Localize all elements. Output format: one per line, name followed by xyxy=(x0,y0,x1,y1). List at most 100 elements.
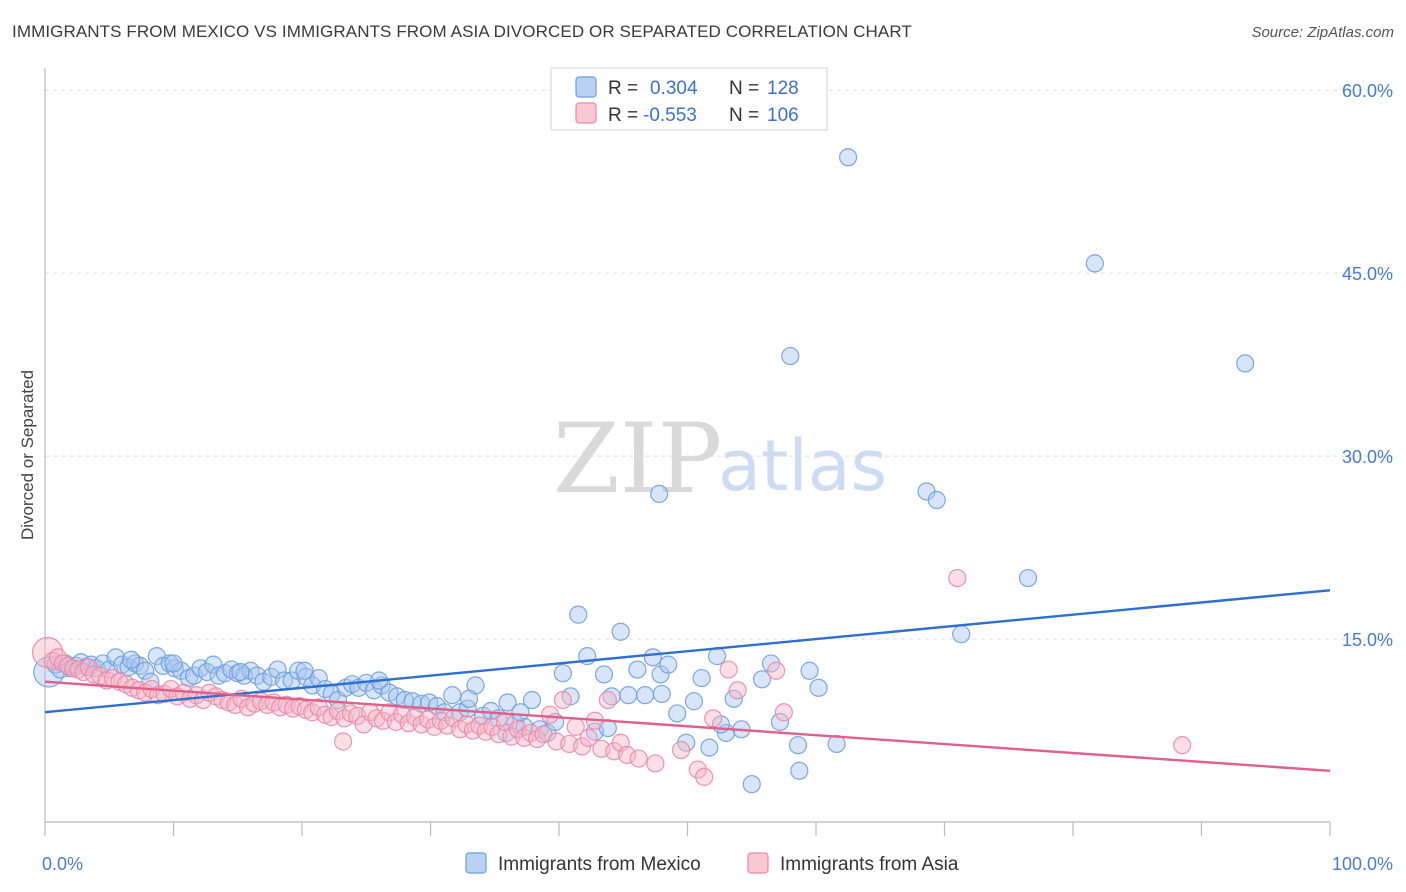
mexico-point-69 xyxy=(498,693,517,712)
asia-point-94 xyxy=(646,754,665,773)
mexico-point-89 xyxy=(659,655,678,674)
axes xyxy=(44,68,1331,836)
mexico-point-108 xyxy=(839,148,858,167)
asia-point-56 xyxy=(386,712,405,732)
legend-swatch-asia xyxy=(575,102,597,124)
mexico-point-27 xyxy=(197,662,217,682)
mexico-point-72 xyxy=(522,690,542,710)
mexico-point-12 xyxy=(106,648,125,667)
asia-point-97 xyxy=(695,767,714,786)
source-credit: Source: ZipAtlas.com xyxy=(1251,24,1394,41)
mexico-point-83 xyxy=(611,622,630,641)
y-axis-label: Divorced or Separated xyxy=(18,370,37,540)
legend-box xyxy=(550,67,828,131)
bottom-legend-label-asia: Immigrants from Asia xyxy=(780,854,959,875)
asia-point-92 xyxy=(618,745,637,765)
watermark-zip: ZIP xyxy=(553,403,722,515)
mexico-point-92 xyxy=(684,692,704,711)
asia-point-105 xyxy=(334,732,353,751)
mexico-point-127 xyxy=(459,689,479,708)
mexico-point-115 xyxy=(650,484,669,504)
legend-r-label-asia: R = xyxy=(608,105,638,126)
legend-r-value-mexico: 0.304 xyxy=(650,78,698,99)
mexico-point-103 xyxy=(781,346,800,366)
asia-point-102 xyxy=(774,703,793,722)
mexico-point-122 xyxy=(231,662,250,682)
mexico-point-123 xyxy=(164,654,183,673)
legend-n-value-mexico: 128 xyxy=(767,78,799,99)
trend-line-asia xyxy=(44,680,1331,772)
mexico-point-100 xyxy=(752,670,772,689)
mexico-point-87 xyxy=(643,648,662,667)
asia-point-89 xyxy=(598,690,617,710)
mexico-point-111 xyxy=(952,625,971,644)
bottom-legend-swatch-asia xyxy=(747,852,769,874)
y-tick-label-0: 15.0% xyxy=(1342,630,1393,650)
asia-point-96 xyxy=(688,760,707,779)
asia-point-82 xyxy=(553,690,572,710)
y-tick-label-1: 30.0% xyxy=(1342,447,1393,467)
asia-point-104 xyxy=(1173,736,1192,755)
mexico-point-112 xyxy=(1018,568,1038,588)
asia-point-103 xyxy=(948,568,967,588)
y-tick-label-2: 45.0% xyxy=(1342,264,1393,284)
mexico-point-17 xyxy=(136,661,155,680)
legend-r-label-mexico: R = xyxy=(608,78,638,99)
chart-title: IMMIGRANTS FROM MEXICO VS IMMIGRANTS FRO… xyxy=(12,22,912,41)
mexico-point-38 xyxy=(268,660,287,679)
mexico-point-113 xyxy=(1085,254,1104,273)
asia-point-93 xyxy=(629,749,648,768)
asia-point-44 xyxy=(309,698,328,717)
mexico-point-86 xyxy=(635,686,655,705)
mexico-point-78 xyxy=(569,605,588,624)
asia-point-101 xyxy=(767,661,786,680)
bottom-legend-label-mexico: Immigrants from Mexico xyxy=(498,854,701,875)
y-tick-label-3: 60.0% xyxy=(1342,81,1393,101)
mexico-point-126 xyxy=(511,703,530,722)
mexico-point-94 xyxy=(700,738,719,757)
bottom-legend: Immigrants from Mexico Immigrants from A… xyxy=(465,852,959,875)
mexico-point-84 xyxy=(619,686,638,705)
mexico-point-124 xyxy=(121,650,141,669)
mexico-point-62 xyxy=(443,686,462,705)
asia-point-95 xyxy=(671,740,691,760)
mexico-point-104 xyxy=(790,761,809,780)
asia-point-80 xyxy=(540,705,560,724)
mexico-point-88 xyxy=(651,665,670,684)
x-tick-label-1: 100.0% xyxy=(1332,854,1393,874)
watermark-atlas: atlas xyxy=(718,425,887,507)
asia-point-61 xyxy=(418,710,438,729)
mexico-point-118 xyxy=(652,684,671,704)
asia-point-74 xyxy=(502,727,521,746)
legend-n-label-mexico: N = xyxy=(729,78,759,99)
mexico-point-81 xyxy=(594,665,614,684)
asia-point-100 xyxy=(728,681,747,700)
mexico-point-114 xyxy=(1236,354,1255,373)
bottom-legend-swatch-mexico xyxy=(465,852,487,874)
mexico-point-85 xyxy=(628,660,647,679)
mexico-point-99 xyxy=(742,775,761,794)
asia-point-86 xyxy=(579,728,598,747)
legend-n-label-asia: N = xyxy=(729,105,759,126)
mexico-point-97 xyxy=(724,689,743,708)
mexico-point-106 xyxy=(809,678,828,697)
mexico-point-116 xyxy=(788,736,808,755)
mexico-point-110 xyxy=(927,490,946,510)
mexico-point-16 xyxy=(130,656,150,675)
asia-point-98 xyxy=(704,709,723,728)
mexico-point-105 xyxy=(800,661,819,680)
mexico-point-102 xyxy=(770,712,790,732)
asia-point-99 xyxy=(719,660,738,679)
x-tick-label-0: 0.0% xyxy=(42,854,83,874)
legend-swatch-mexico xyxy=(575,76,597,98)
legend-n-value-asia: 106 xyxy=(767,105,799,126)
series-mexico-points xyxy=(33,148,1255,794)
gridlines xyxy=(45,89,1393,640)
mexico-point-90 xyxy=(668,704,687,723)
trend-line-mexico xyxy=(44,589,1331,714)
mexico-point-76 xyxy=(553,664,572,683)
legend: R = 0.304 N = 128 R = -0.553 N = 106 xyxy=(550,67,828,131)
legend-r-value-asia: -0.553 xyxy=(643,105,697,126)
tick-labels: 15.0% 30.0% 45.0% 60.0% 0.0% 100.0% xyxy=(42,81,1393,874)
